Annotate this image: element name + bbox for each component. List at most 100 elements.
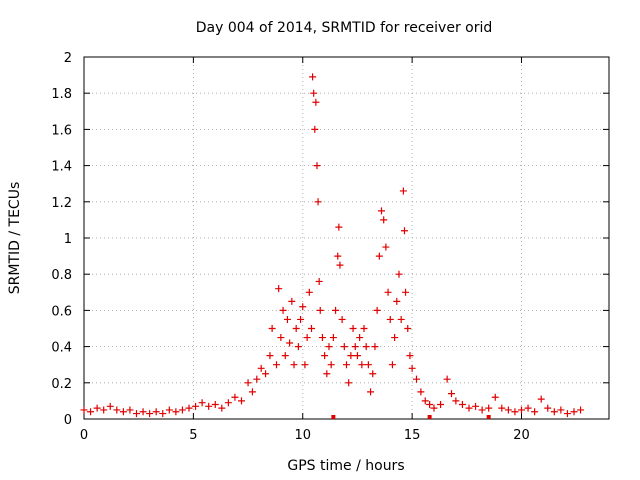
y-tick-label: 1 <box>64 232 72 247</box>
data-point <box>297 315 305 323</box>
data-point <box>146 410 154 418</box>
data-point <box>426 401 434 409</box>
chart-title: Day 004 of 2014, SRMTID for receiver ori… <box>196 20 493 36</box>
data-point <box>408 364 416 372</box>
data-point <box>205 402 213 410</box>
data-point <box>402 288 410 296</box>
data-point <box>133 410 140 418</box>
data-point <box>353 352 361 360</box>
data-point <box>443 375 451 383</box>
x-axis-ticks: 0 5 10 15 20 <box>80 57 530 443</box>
data-point <box>345 379 353 387</box>
data-point <box>349 325 357 332</box>
data-point <box>119 408 127 416</box>
data-point <box>362 343 370 351</box>
data-point <box>310 89 318 97</box>
data-point <box>198 399 206 407</box>
data-point <box>360 325 368 332</box>
data-points <box>80 73 585 419</box>
data-point <box>458 401 466 409</box>
data-point <box>397 315 405 323</box>
data-point <box>286 339 294 347</box>
data-point <box>318 334 326 342</box>
data-point <box>185 404 193 412</box>
y-tick-label: 0.4 <box>51 341 72 356</box>
y-tick-label: 0.8 <box>51 268 72 283</box>
data-point <box>288 297 296 305</box>
data-point <box>498 404 506 412</box>
data-point <box>511 408 519 416</box>
data-point <box>281 352 289 360</box>
data-point <box>518 406 525 414</box>
data-point <box>391 334 399 342</box>
data-point <box>303 334 311 342</box>
data-point <box>347 352 355 360</box>
data-point <box>358 361 366 369</box>
data-point <box>577 406 585 414</box>
data-point <box>172 408 180 416</box>
data-point <box>544 404 552 412</box>
data-point <box>448 390 455 398</box>
data-point <box>485 404 493 412</box>
y-tick-label: 0.2 <box>51 377 72 392</box>
data-point <box>192 402 200 410</box>
data-point <box>563 410 571 418</box>
data-point <box>292 325 300 332</box>
data-point <box>382 243 390 251</box>
data-point <box>224 399 232 407</box>
data-point <box>275 285 283 293</box>
data-point <box>413 375 420 383</box>
data-point <box>126 406 134 414</box>
data-point <box>329 334 337 342</box>
data-point <box>211 401 219 409</box>
data-point <box>335 223 343 231</box>
y-tick-label: 0 <box>64 413 72 428</box>
data-point <box>338 315 346 323</box>
data-point <box>248 388 256 396</box>
x-axis-label: GPS time / hours <box>287 458 404 474</box>
data-point <box>524 404 532 412</box>
grid-lines <box>84 57 609 419</box>
data-point <box>139 408 147 416</box>
data-point <box>93 404 101 412</box>
data-point <box>356 334 364 342</box>
y-axis-label: SRMTID / TECUs <box>7 182 23 295</box>
data-point <box>364 361 372 369</box>
data-point <box>395 270 403 278</box>
data-point <box>100 406 108 414</box>
data-point <box>294 343 302 351</box>
x-tick-label: 5 <box>189 428 197 443</box>
data-point <box>283 315 291 323</box>
data-point <box>312 98 320 106</box>
data-point <box>290 361 298 369</box>
data-point <box>106 402 114 410</box>
data-point <box>266 352 274 360</box>
data-point <box>178 406 186 414</box>
data-point <box>305 288 313 296</box>
x-tick-label: 10 <box>294 428 311 443</box>
data-point <box>299 303 307 311</box>
data-point <box>231 393 239 401</box>
y-tick-label: 1.4 <box>51 160 72 175</box>
data-point <box>557 406 565 414</box>
x-tick-label: 15 <box>404 428 421 443</box>
data-point <box>316 306 324 314</box>
data-point <box>375 252 383 260</box>
data-point <box>334 252 342 260</box>
zero-marker <box>486 415 491 419</box>
data-point <box>343 361 350 369</box>
y-tick-label: 1.8 <box>51 87 72 102</box>
data-point <box>313 162 321 170</box>
data-point <box>373 306 381 314</box>
data-point <box>478 406 486 414</box>
zero-marker <box>427 415 432 419</box>
data-point <box>325 343 333 351</box>
data-point <box>369 370 377 378</box>
data-point <box>323 370 331 378</box>
y-axis-ticks: 0 0.2 0.4 0.6 0.8 1 1.2 1.4 1.6 1.8 2 <box>51 51 609 428</box>
data-point <box>430 404 438 412</box>
data-point <box>472 402 480 410</box>
data-point <box>404 325 412 332</box>
data-point <box>417 388 425 396</box>
